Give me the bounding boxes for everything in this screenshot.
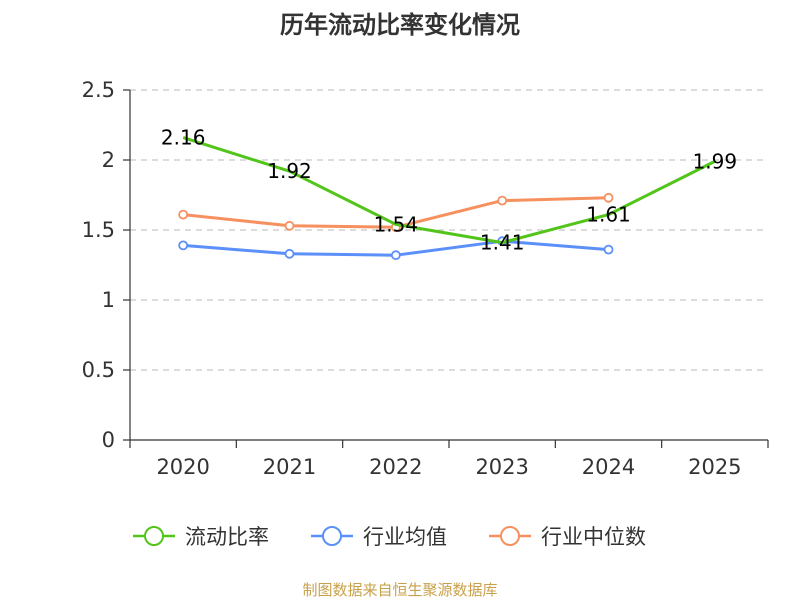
y-tick-label: 0.5 <box>82 358 115 382</box>
x-tick-label: 2021 <box>263 455 316 479</box>
legend-marker <box>144 526 164 546</box>
legend-marker <box>322 526 342 546</box>
legend-item-1[interactable]: 行业均值 <box>311 525 447 549</box>
x-axis-ticks: 2020 2021 2022 2023 2024 2025 <box>129 440 769 479</box>
data-point <box>284 248 295 259</box>
data-label: 1.41 <box>480 231 525 255</box>
data-point <box>284 220 295 231</box>
y-tick-label: 1 <box>102 288 115 312</box>
x-tick-label: 2020 <box>156 455 209 479</box>
x-tick-label: 2023 <box>475 455 528 479</box>
series-line-0 <box>182 136 716 245</box>
y-tick-label: 2 <box>102 148 115 172</box>
legend[interactable]: 流动比率 行业均值 行业中位数 <box>133 525 646 549</box>
data-point <box>390 250 401 261</box>
data-label: 1.54 <box>374 212 419 236</box>
legend-label: 行业均值 <box>363 525 447 549</box>
y-tick-label: 2.5 <box>82 78 115 102</box>
data-point <box>603 192 614 203</box>
y-tick-label: 0 <box>102 428 115 452</box>
grid-lines <box>130 89 768 371</box>
data-label: 1.99 <box>693 149 738 173</box>
axes <box>129 90 768 441</box>
chart-title: 历年流动比率变化情况 <box>280 11 520 39</box>
data-point <box>603 244 614 255</box>
data-point <box>497 195 508 206</box>
y-tick-label: 1.5 <box>82 218 115 242</box>
source-note: 制图数据来自恒生聚源数据库 <box>302 581 497 599</box>
data-label: 1.92 <box>267 159 312 183</box>
legend-item-2[interactable]: 行业中位数 <box>489 525 646 549</box>
data-point <box>178 240 189 251</box>
x-tick-label: 2024 <box>582 455 635 479</box>
series-group <box>178 136 716 261</box>
legend-item-0[interactable]: 流动比率 <box>133 525 269 549</box>
legend-marker <box>500 526 520 546</box>
data-labels: 2.16 1.92 1.54 1.41 1.61 1.99 <box>161 126 737 255</box>
data-label: 2.16 <box>161 126 206 150</box>
x-tick-label: 2022 <box>369 455 422 479</box>
legend-label: 行业中位数 <box>541 525 646 549</box>
x-tick-label: 2025 <box>688 455 741 479</box>
data-label: 1.61 <box>586 203 631 227</box>
legend-label: 流动比率 <box>185 525 269 549</box>
data-point <box>178 209 189 220</box>
y-axis-ticks: 0 0.5 1 1.5 2 2.5 <box>82 78 130 452</box>
